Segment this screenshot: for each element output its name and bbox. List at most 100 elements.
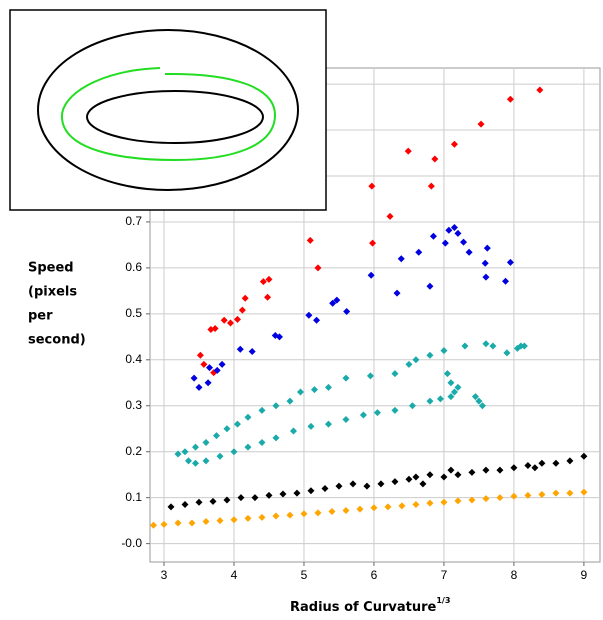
data-point — [313, 316, 321, 324]
data-point — [447, 466, 455, 474]
data-point — [244, 443, 252, 451]
data-point — [503, 349, 511, 357]
data-point — [258, 439, 266, 447]
data-point — [405, 360, 413, 368]
data-point — [363, 482, 371, 490]
x-label-text: Radius of Curvature — [290, 600, 437, 615]
data-point — [377, 480, 385, 488]
y-axis-title: Speed (pixels per second) — [28, 261, 86, 348]
data-point — [174, 519, 182, 527]
y-tick-label: -0.0 — [121, 536, 142, 550]
x-tick-label: 8 — [511, 568, 518, 582]
data-point — [314, 509, 322, 517]
data-point — [426, 471, 434, 479]
data-point — [293, 489, 301, 497]
data-point — [195, 498, 203, 506]
trajectory — [60, 67, 277, 162]
data-point — [496, 466, 504, 474]
data-point — [426, 397, 434, 405]
data-point — [237, 494, 245, 502]
data-point — [289, 427, 297, 435]
data-point — [307, 422, 315, 430]
data-point — [272, 402, 280, 410]
data-point — [580, 488, 588, 496]
data-point — [342, 416, 350, 424]
data-point — [181, 501, 189, 509]
data-point — [552, 489, 560, 497]
data-point — [426, 499, 434, 507]
x-tick-label: 7 — [441, 568, 448, 582]
data-point — [359, 411, 367, 419]
data-point — [248, 348, 256, 356]
data-point — [440, 347, 448, 355]
data-point — [200, 360, 208, 368]
data-point — [230, 448, 238, 456]
data-point — [236, 345, 244, 353]
data-point — [314, 264, 322, 272]
data-point — [211, 325, 219, 333]
data-point — [296, 388, 304, 396]
data-point — [391, 370, 399, 378]
data-point — [415, 248, 423, 256]
data-point — [324, 383, 332, 391]
data-point — [368, 182, 376, 190]
data-point — [233, 420, 241, 428]
data-point — [510, 492, 518, 500]
data-point — [398, 502, 406, 510]
data-point — [366, 372, 374, 380]
data-point — [184, 457, 192, 465]
data-point — [370, 504, 378, 512]
data-point — [384, 503, 392, 511]
data-point — [373, 409, 381, 417]
data-point — [324, 420, 332, 428]
data-point — [538, 459, 546, 467]
data-point — [333, 296, 341, 304]
data-point — [468, 468, 476, 476]
data-point — [286, 397, 294, 405]
data-point — [218, 360, 226, 368]
data-point — [419, 480, 427, 488]
x-tick-label: 3 — [161, 568, 168, 582]
data-point — [482, 273, 490, 281]
data-point — [477, 120, 485, 128]
data-point — [404, 147, 412, 155]
data-point — [566, 489, 574, 497]
data-point — [238, 306, 246, 314]
data-point — [367, 271, 375, 279]
data-point — [468, 496, 476, 504]
data-point — [335, 482, 343, 490]
data-point — [471, 393, 479, 401]
data-point — [212, 432, 220, 440]
data-point — [431, 155, 439, 163]
data-point — [241, 294, 249, 302]
data-point — [226, 319, 234, 327]
data-point — [188, 519, 196, 527]
y-tick-label: 0.2 — [125, 444, 142, 458]
data-point — [205, 364, 213, 372]
y-tick-label: 0.7 — [125, 214, 142, 228]
data-point — [405, 475, 413, 483]
data-point — [202, 457, 210, 465]
data-point — [286, 511, 294, 519]
data-point — [450, 388, 458, 396]
data-point — [482, 495, 490, 503]
data-point — [397, 255, 405, 263]
data-point — [538, 490, 546, 498]
data-point — [441, 239, 449, 247]
x-label-superscript: 1/3 — [436, 596, 450, 605]
data-point — [412, 356, 420, 364]
data-point — [393, 289, 401, 297]
y-label-line: (pixels — [28, 285, 77, 300]
data-point — [524, 461, 532, 469]
data-point — [369, 239, 377, 247]
data-point — [482, 466, 490, 474]
x-tick-label: 5 — [301, 568, 308, 582]
data-point — [305, 311, 313, 319]
data-point — [196, 351, 204, 359]
data-point — [454, 471, 462, 479]
data-point — [447, 393, 455, 401]
data-point — [436, 395, 444, 403]
y-label-line: per — [28, 309, 53, 324]
data-point — [460, 238, 468, 246]
